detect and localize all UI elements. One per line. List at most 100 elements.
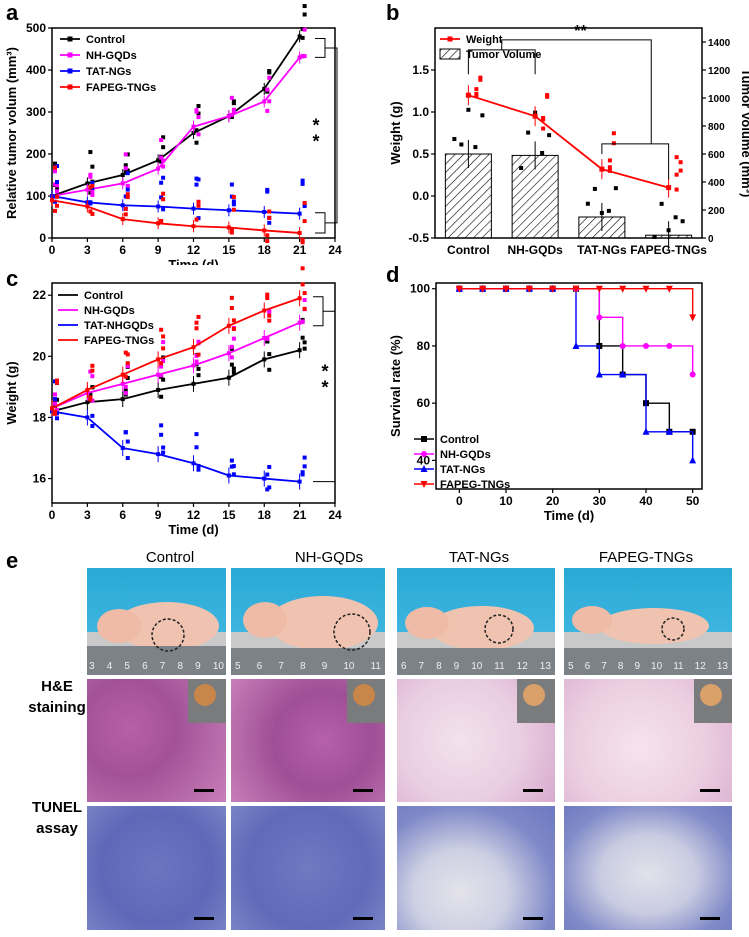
- x-category-label: NH-GQDs: [507, 243, 563, 257]
- data-point: [226, 473, 231, 478]
- data-point: [231, 195, 236, 200]
- data-point: [88, 200, 93, 205]
- data-point: [156, 166, 161, 171]
- survival-point: [595, 370, 603, 378]
- ruler-number: 8: [300, 661, 306, 672]
- data-point: [53, 208, 57, 213]
- ruler-number: 5: [235, 661, 241, 672]
- data-point: [50, 406, 54, 411]
- y-tick-label: 0.0: [412, 189, 429, 203]
- data-point: [194, 217, 199, 222]
- data-point: [194, 445, 199, 450]
- data-point: [265, 472, 270, 477]
- data-point: [229, 95, 234, 100]
- bar-data-point: [466, 107, 471, 112]
- legend-label: NH-GQDs: [86, 50, 137, 62]
- weight-data-point: [674, 187, 679, 192]
- data-point: [267, 485, 272, 490]
- data-point: [123, 430, 128, 435]
- data-point: [161, 346, 166, 351]
- data-point: [159, 327, 164, 332]
- data-point: [120, 203, 125, 208]
- data-point: [161, 334, 166, 339]
- ruler-number: 8: [177, 661, 183, 672]
- data-point: [262, 336, 267, 340]
- data-point: [85, 387, 90, 392]
- data-point: [196, 366, 201, 371]
- y-tick-label: 22: [33, 288, 47, 302]
- x-tick-label: 24: [328, 243, 342, 257]
- weight-point: [465, 92, 471, 98]
- data-point: [125, 364, 130, 369]
- data-point: [302, 306, 307, 311]
- data-point: [161, 358, 166, 363]
- legend-marker: [67, 36, 73, 42]
- survival-point: [525, 285, 533, 293]
- x-tick-label: 12: [187, 243, 201, 257]
- data-point: [55, 203, 59, 208]
- data-point: [50, 198, 54, 203]
- data-point: [125, 171, 130, 176]
- x-tick-label: 10: [499, 494, 513, 508]
- data-point: [90, 180, 95, 185]
- data-point: [265, 339, 270, 344]
- y2-tick-label: 1200: [708, 66, 731, 77]
- data-point: [231, 318, 236, 323]
- data-point: [125, 439, 130, 444]
- sig-bracket-top: [315, 38, 326, 58]
- weight-data-point: [607, 158, 612, 163]
- data-point: [262, 357, 267, 362]
- data-point: [302, 340, 307, 345]
- data-point: [120, 381, 125, 386]
- organ-inset: [517, 679, 555, 723]
- legend-label: TAT-NHGQDs: [84, 320, 154, 332]
- panel-letter-c: c: [6, 266, 19, 291]
- data-point: [194, 359, 199, 364]
- x-tick-label: 21: [293, 243, 307, 257]
- data-point: [300, 335, 305, 340]
- mouse-photo-tat-ngs: 6 7 8 9 10 11 12 13: [397, 568, 555, 675]
- data-point: [267, 310, 272, 315]
- data-point: [191, 224, 196, 229]
- significance-label: **: [574, 23, 587, 40]
- legend-label: Control: [84, 290, 123, 302]
- data-point: [229, 344, 234, 349]
- legend-marker: [447, 36, 453, 42]
- data-point: [90, 363, 95, 368]
- weight-data-point: [611, 141, 616, 146]
- y-tick-label: -0.5: [408, 231, 429, 245]
- ruler-numbers: 5 6 7 8 9 10 11 12 13: [568, 661, 728, 672]
- data-point: [90, 193, 95, 198]
- y2-tick-label: 1000: [708, 94, 731, 105]
- data-point: [229, 362, 234, 367]
- legend-marker: [421, 451, 427, 457]
- survival-point: [619, 342, 626, 349]
- data-point: [194, 320, 199, 325]
- survival-point: [595, 285, 603, 293]
- data-point: [196, 463, 201, 468]
- data-point: [229, 295, 234, 300]
- data-point: [300, 237, 305, 242]
- data-point: [159, 218, 164, 223]
- ruler-numbers: 5 6 7 8 9 10 11: [235, 661, 381, 672]
- y-tick-label: 80: [417, 339, 431, 353]
- y-tick-label: 400: [26, 63, 46, 77]
- data-point: [267, 464, 272, 469]
- data-point: [191, 381, 196, 386]
- y-tick-label: 100: [26, 189, 46, 203]
- data-point: [302, 291, 307, 296]
- data-point: [161, 445, 166, 450]
- scale-bar: [194, 789, 214, 792]
- x-tick-label: 12: [187, 508, 201, 522]
- weight-data-point: [545, 93, 550, 98]
- y2-tick-label: 800: [708, 122, 725, 133]
- data-point: [226, 351, 231, 356]
- data-point: [196, 103, 201, 108]
- ruler-number: 7: [418, 661, 425, 672]
- ruler-number: 6: [256, 661, 263, 672]
- mouse-head: [243, 602, 287, 638]
- data-point: [85, 187, 90, 192]
- data-point: [265, 108, 270, 113]
- bar-data-point: [585, 201, 590, 206]
- data-point: [161, 145, 166, 150]
